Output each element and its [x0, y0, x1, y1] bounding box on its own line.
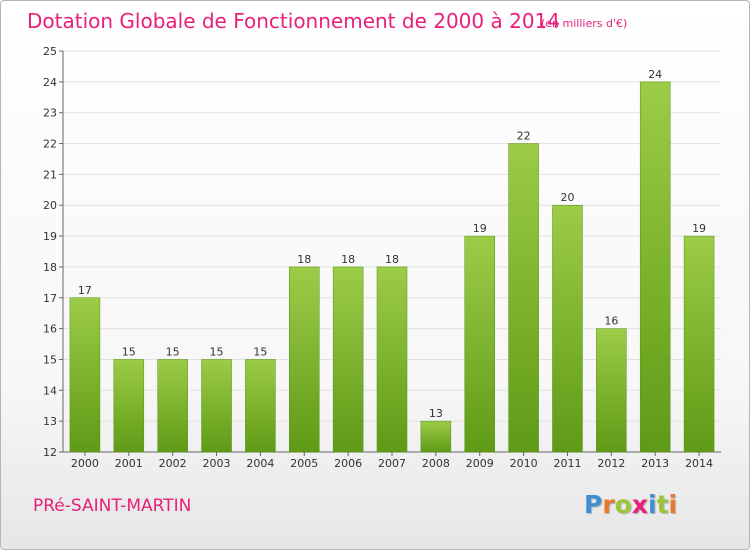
- bar-2014: [683, 235, 715, 453]
- x-tick-label-2007: 2007: [378, 457, 406, 470]
- x-tick-label-2013: 2013: [641, 457, 669, 470]
- data-label-2004: 15: [253, 345, 267, 358]
- logo-letter: o: [614, 490, 632, 519]
- y-tick-label: 19: [43, 230, 57, 243]
- x-tick-label-2011: 2011: [553, 457, 581, 470]
- data-label-2009: 19: [473, 222, 487, 235]
- logo-letter: P: [584, 490, 603, 519]
- x-tick-label-2006: 2006: [334, 457, 362, 470]
- x-tick-label-2005: 2005: [290, 457, 318, 470]
- logo-letter: i: [668, 490, 678, 519]
- bar-2003: [201, 359, 232, 453]
- data-label-2012: 16: [604, 315, 618, 328]
- y-tick-label: 17: [43, 292, 57, 305]
- commune-name: PRé-SAINT-MARTIN: [33, 496, 192, 516]
- y-tick-label: 14: [43, 384, 57, 397]
- data-label-2002: 15: [166, 345, 180, 358]
- y-tick-label: 24: [43, 76, 57, 89]
- y-tick-label: 22: [43, 138, 57, 151]
- data-label-2011: 20: [560, 191, 574, 204]
- bar-2012: [596, 328, 627, 453]
- data-label-2013: 24: [648, 68, 662, 81]
- x-tick-label-2004: 2004: [246, 457, 274, 470]
- bar-2013: [639, 81, 671, 453]
- data-labels: 17 15 15 15 15 18 18 18 13 19 22 20 16 24 19: [78, 68, 706, 420]
- y-tick-label: 20: [43, 199, 57, 212]
- bar-2011: [552, 204, 583, 453]
- x-tick-label-2008: 2008: [422, 457, 450, 470]
- data-label-2000: 17: [78, 284, 92, 297]
- data-label-2006: 18: [341, 253, 355, 266]
- x-tick-label-2012: 2012: [597, 457, 625, 470]
- bar-2006: [332, 266, 364, 453]
- bar-2009: [464, 235, 495, 453]
- y-tick-label: 15: [43, 353, 57, 366]
- x-tick-label-2000: 2000: [71, 457, 99, 470]
- x-tick-label-2014: 2014: [685, 457, 713, 470]
- proxiti-logo: Proxiti: [584, 490, 677, 519]
- y-tick-label: 21: [43, 168, 57, 181]
- logo-letter: i: [648, 490, 657, 519]
- x-tick-label-2002: 2002: [159, 457, 187, 470]
- logo-letter: r: [602, 490, 615, 519]
- x-tick-label-2009: 2009: [466, 457, 494, 470]
- x-tick-label-2001: 2001: [115, 457, 143, 470]
- data-label-2010: 22: [517, 130, 531, 143]
- data-label-2003: 15: [210, 345, 224, 358]
- logo-letter: t: [656, 490, 669, 519]
- bar-2000: [69, 297, 101, 453]
- x-tick-label-2010: 2010: [510, 457, 538, 470]
- bar-2007: [376, 266, 408, 453]
- bar-2001: [113, 359, 145, 453]
- data-label-2005: 18: [297, 253, 311, 266]
- data-label-2001: 15: [122, 345, 136, 358]
- bar-2010: [508, 143, 539, 453]
- bar-2004: [245, 359, 276, 453]
- y-tick-label: 18: [43, 261, 57, 274]
- y-tick-label: 13: [43, 415, 57, 428]
- bar-2008: [420, 420, 452, 453]
- y-tick-label: 23: [43, 107, 57, 120]
- data-label-2008: 13: [429, 407, 443, 420]
- chart-subtitle: (en milliers d'€): [541, 17, 628, 30]
- logo-letter: x: [631, 490, 648, 519]
- data-label-2007: 18: [385, 253, 399, 266]
- bars: [69, 81, 715, 453]
- bar-2005: [289, 266, 320, 453]
- x-tick-label-2003: 2003: [203, 457, 231, 470]
- bar-2002: [157, 359, 188, 453]
- data-label-2014: 19: [692, 222, 706, 235]
- y-tick-label: 12: [43, 446, 57, 459]
- y-tick-label: 25: [43, 45, 57, 58]
- y-tick-label: 16: [43, 323, 57, 336]
- chart-title: Dotation Globale de Fonctionnement de 20…: [27, 9, 560, 33]
